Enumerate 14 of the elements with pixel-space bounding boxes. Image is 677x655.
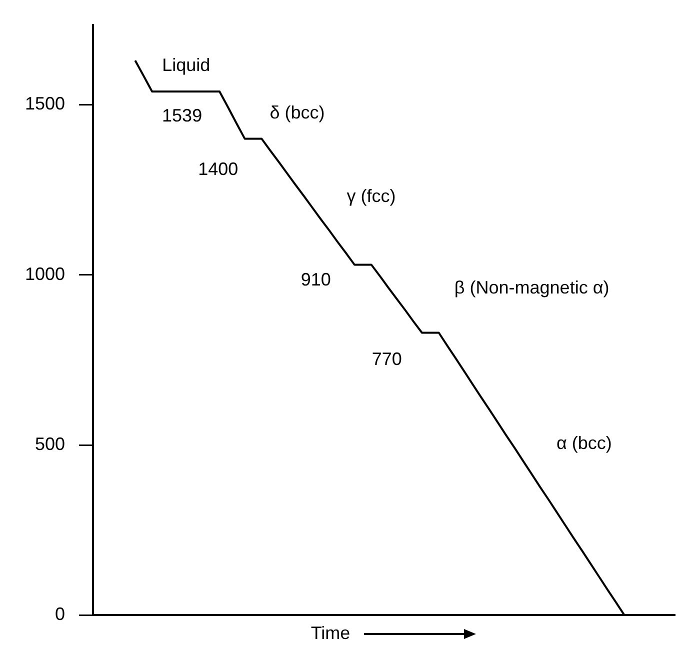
annotation: δ (bcc) <box>270 102 325 122</box>
y-tick-label: 0 <box>54 604 65 624</box>
annotation: 1539 <box>162 105 202 126</box>
annotation: β (Non-magnetic α) <box>454 278 610 298</box>
x-axis-title: Time <box>310 623 350 644</box>
annotation: Liquid <box>162 55 210 76</box>
annotation: γ (fcc) <box>346 186 396 206</box>
y-tick-label: 1000 <box>24 264 65 284</box>
y-tick-label: 500 <box>34 434 65 454</box>
y-tick-label: 1500 <box>24 94 65 114</box>
annotation: α (bcc) <box>556 432 612 453</box>
annotation: 770 <box>372 349 402 370</box>
annotation: 910 <box>300 269 331 290</box>
annotation: 1400 <box>198 159 238 180</box>
